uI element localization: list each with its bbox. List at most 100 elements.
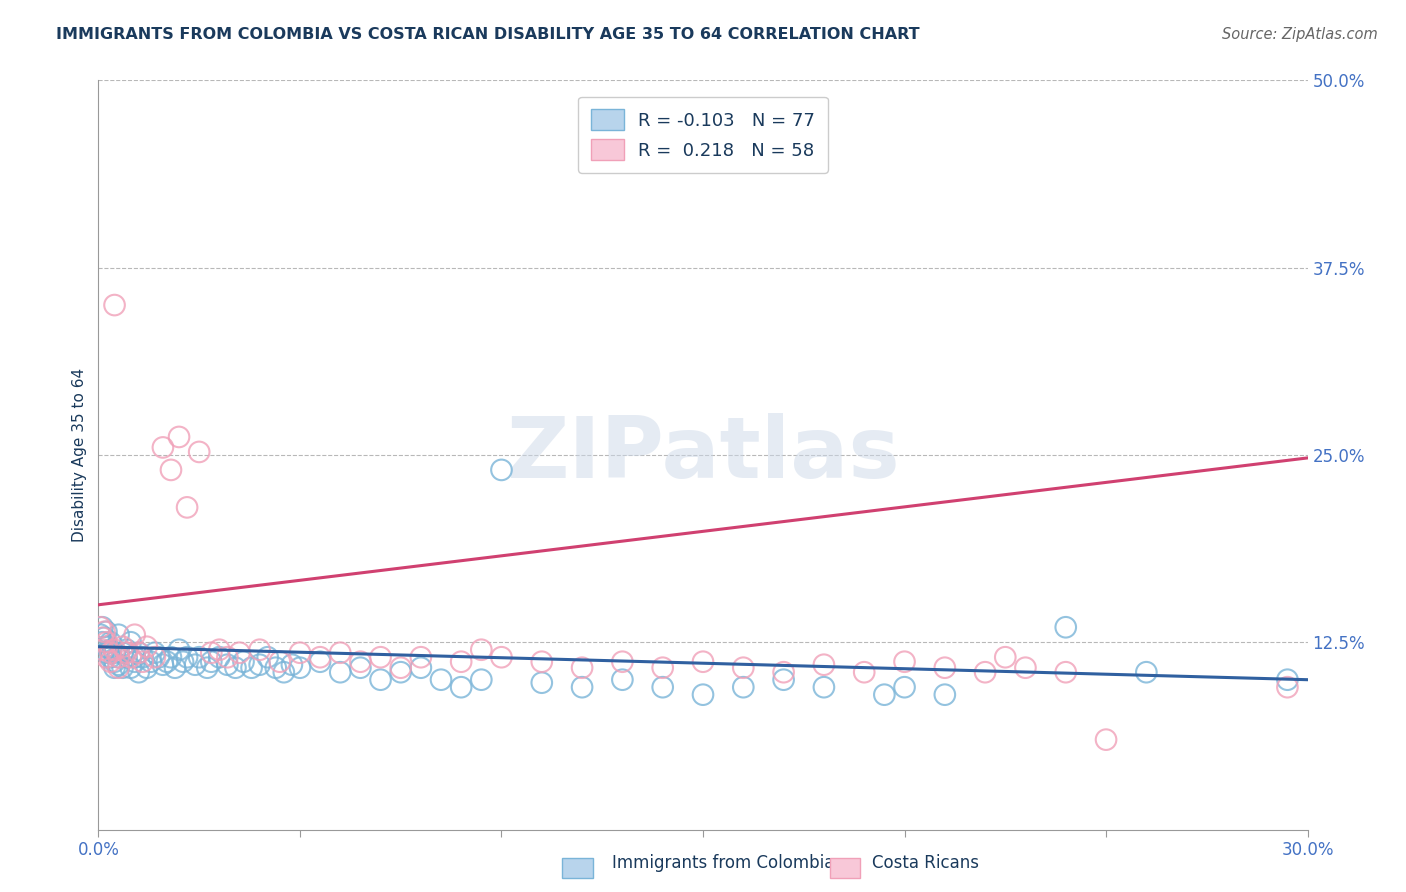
Point xyxy=(135,661,157,675)
Point xyxy=(612,673,634,687)
Point xyxy=(491,463,513,477)
Point xyxy=(208,650,231,665)
Point xyxy=(143,650,166,665)
Point xyxy=(124,628,146,642)
Point xyxy=(329,665,352,680)
Point xyxy=(409,661,432,675)
Point xyxy=(389,665,412,680)
Point xyxy=(128,646,150,660)
Point xyxy=(103,655,125,669)
Point xyxy=(96,624,118,639)
Point xyxy=(217,650,239,665)
Point xyxy=(349,655,371,669)
Point xyxy=(96,650,118,665)
Point xyxy=(853,665,876,680)
Point xyxy=(143,646,166,660)
Point xyxy=(288,646,311,660)
Point xyxy=(91,635,114,649)
Point xyxy=(530,675,553,690)
Point xyxy=(1277,680,1299,694)
Point xyxy=(160,650,183,665)
Point xyxy=(188,445,211,459)
Point xyxy=(167,430,190,444)
Point xyxy=(692,655,714,669)
Point xyxy=(128,646,150,660)
Point xyxy=(135,640,157,654)
Point xyxy=(240,661,263,675)
Point xyxy=(733,661,755,675)
Point xyxy=(232,655,254,669)
Point xyxy=(813,657,835,672)
Point xyxy=(450,680,472,694)
Point xyxy=(124,650,146,665)
Point xyxy=(224,661,246,675)
Point xyxy=(200,655,222,669)
Point xyxy=(107,661,129,675)
Point xyxy=(115,642,138,657)
Point xyxy=(571,661,593,675)
Point xyxy=(309,650,332,665)
Point xyxy=(111,640,134,654)
Point xyxy=(96,635,118,649)
Y-axis label: Disability Age 35 to 64: Disability Age 35 to 64 xyxy=(72,368,87,542)
Point xyxy=(208,642,231,657)
Point xyxy=(651,661,673,675)
Point xyxy=(893,655,915,669)
Point xyxy=(389,661,412,675)
Text: Source: ZipAtlas.com: Source: ZipAtlas.com xyxy=(1222,27,1378,42)
Point xyxy=(148,650,170,665)
Point xyxy=(96,646,118,660)
Point xyxy=(91,620,114,634)
Point xyxy=(288,661,311,675)
Point xyxy=(1135,665,1157,680)
Point xyxy=(132,655,155,669)
Point xyxy=(470,642,492,657)
Point xyxy=(120,661,142,675)
Point xyxy=(93,624,115,639)
Point xyxy=(813,680,835,694)
Point xyxy=(772,673,794,687)
Point xyxy=(107,650,129,665)
Point xyxy=(103,298,125,312)
Point xyxy=(873,688,896,702)
Point xyxy=(167,642,190,657)
Point xyxy=(91,631,114,645)
Point xyxy=(160,463,183,477)
Point xyxy=(172,655,194,669)
Point xyxy=(692,688,714,702)
Point xyxy=(107,650,129,665)
Point xyxy=(152,657,174,672)
Point xyxy=(200,646,222,660)
Point xyxy=(91,642,114,657)
Point xyxy=(281,657,304,672)
Point xyxy=(128,665,150,680)
Point xyxy=(651,680,673,694)
Point xyxy=(188,650,211,665)
Point xyxy=(120,650,142,665)
Point xyxy=(491,650,513,665)
Point xyxy=(156,655,179,669)
Point xyxy=(103,646,125,660)
Point xyxy=(349,661,371,675)
Point xyxy=(571,680,593,694)
Point xyxy=(934,688,956,702)
Point xyxy=(974,665,997,680)
Point xyxy=(430,673,453,687)
Point xyxy=(1095,732,1118,747)
Point xyxy=(132,650,155,665)
Point xyxy=(470,673,492,687)
Point xyxy=(370,650,392,665)
Point xyxy=(107,628,129,642)
Point xyxy=(124,655,146,669)
Point xyxy=(89,628,111,642)
Point xyxy=(184,657,207,672)
Text: Immigrants from Colombia: Immigrants from Colombia xyxy=(612,855,834,872)
Point xyxy=(100,650,122,665)
Point xyxy=(249,657,271,672)
Point xyxy=(269,655,291,669)
Point xyxy=(89,620,111,634)
Point xyxy=(934,661,956,675)
Text: Costa Ricans: Costa Ricans xyxy=(872,855,979,872)
Point xyxy=(249,642,271,657)
Point xyxy=(176,500,198,515)
